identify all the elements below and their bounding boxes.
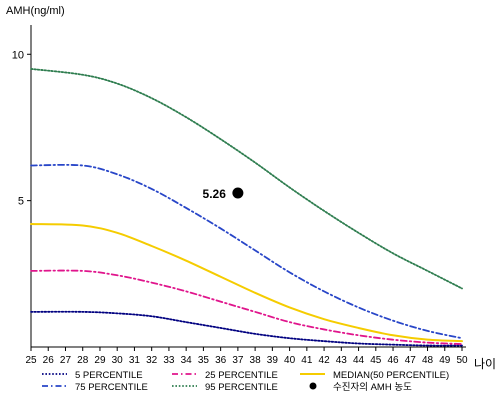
patient-point: [232, 187, 244, 199]
axes: AMH(ng/ml) 나이: [6, 5, 496, 371]
legend-label-p95: 95 PERCENTILE: [205, 382, 278, 393]
x-tick-label: 41: [301, 355, 313, 366]
x-tick-label: 33: [163, 355, 175, 366]
x-tick-label: 45: [370, 355, 382, 366]
patient-point-label: 5.26: [203, 187, 227, 201]
x-tick-label: 30: [112, 355, 124, 366]
x-tick-label: 43: [336, 355, 348, 366]
x-tick-label: 35: [198, 355, 210, 366]
legend: 5 PERCENTILE 25 PERCENTILE MEDIAN(50 PERCE…: [42, 370, 449, 393]
series-lines: [30, 68, 463, 347]
x-tick-label: 26: [43, 355, 55, 366]
x-tick-label: 39: [267, 355, 279, 366]
x-tick-label: 38: [250, 355, 262, 366]
y-axis-title: AMH(ng/ml): [6, 5, 65, 17]
legend-label-p25: 25 PERCENTILE: [205, 370, 278, 381]
patient-marker: 5.26: [203, 187, 244, 201]
series-line-p75: [30, 163, 463, 340]
series-line-p50: [30, 223, 463, 343]
x-tick-label: 46: [387, 355, 399, 366]
x-tick-label: 42: [319, 355, 331, 366]
x-tick-label: 28: [77, 355, 89, 366]
x-tick-label: 27: [60, 355, 72, 366]
x-tick-label: 40: [284, 355, 296, 366]
y-ticks: 5 10: [12, 49, 31, 208]
x-tick-label: 31: [129, 355, 141, 366]
legend-label-p5: 5 PERCENTILE: [75, 370, 143, 381]
x-tick-label: 50: [456, 355, 468, 366]
y-tick-label: 10: [12, 49, 24, 61]
x-axis-title: 나이: [474, 357, 496, 371]
x-tick-label: 36: [215, 355, 227, 366]
legend-swatch-patient: [309, 382, 317, 390]
x-tick-label: 44: [353, 355, 365, 366]
legend-label-p75: 75 PERCENTILE: [75, 382, 148, 393]
x-tick-label: 37: [232, 355, 244, 366]
x-ticks: 25 26 27 28 29 30 31 32 33 34 35 36 37 38 39 40 41 42 43 44…: [25, 347, 468, 366]
legend-label-p50: MEDIAN(50 PERCENTILE): [333, 370, 449, 381]
x-tick-label: 49: [439, 355, 451, 366]
x-tick-label: 47: [405, 355, 417, 366]
x-tick-label: 34: [181, 355, 193, 366]
series-line-p5: [30, 310, 463, 347]
x-tick-label: 25: [25, 355, 37, 366]
x-tick-label: 32: [146, 355, 158, 366]
x-tick-label: 29: [94, 355, 106, 366]
series-line-p95: [30, 68, 463, 290]
legend-label-patient: 수진자의 AMH 농도: [333, 382, 412, 393]
x-tick-label: 48: [422, 355, 434, 366]
series-line-p25: [30, 269, 463, 345]
y-tick-label: 5: [18, 196, 24, 208]
